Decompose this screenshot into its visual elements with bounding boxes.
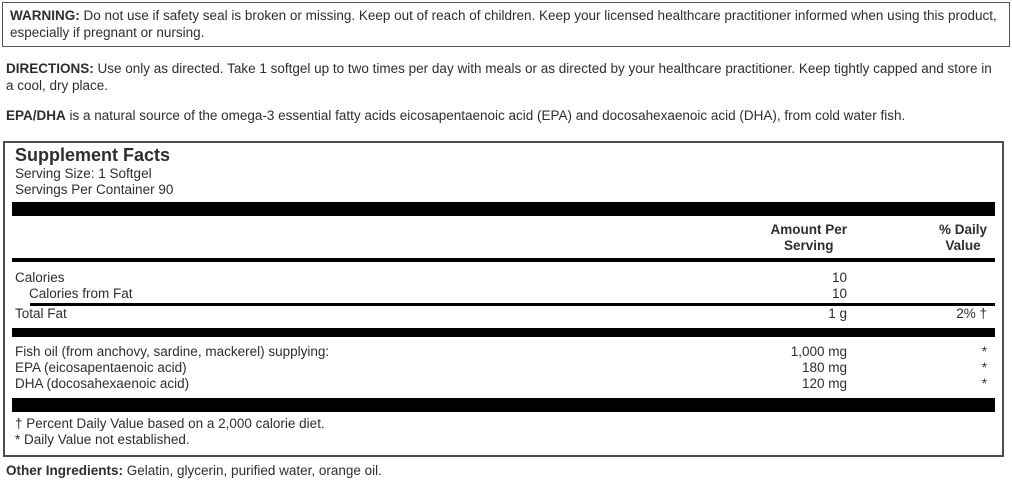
row-name: Fish oil (from anchovy, sardine, mackere… — [15, 344, 330, 359]
footnote-asterisk: * Daily Value not established. — [15, 432, 190, 447]
row-daily-value: * — [981, 360, 987, 375]
table-row-calories-from-fat: Calories from Fat 10 — [15, 286, 987, 302]
row-daily-value: 2% † — [956, 306, 987, 321]
other-ingredients: Other Ingredients: Gelatin, glycerin, pu… — [6, 462, 1002, 479]
column-header-amount: Amount Per Serving — [770, 222, 847, 253]
other-ingredients-text: Gelatin, glycerin, purified water, orang… — [123, 463, 382, 478]
row-name: Calories from Fat — [29, 286, 133, 301]
divider-bar-bottom — [12, 398, 995, 412]
warning-text: Do not use if safety seal is broken or m… — [10, 8, 997, 40]
divider-rule-indented — [30, 303, 995, 306]
footnote-dagger: † Percent Daily Value based on a 2,000 c… — [15, 416, 325, 431]
supplement-facts-title: Supplement Facts — [15, 145, 171, 165]
row-amount: 1,000 mg — [790, 344, 847, 359]
warning-label: WARNING: — [10, 8, 80, 23]
epa-dha-label: EPA/DHA — [6, 108, 66, 123]
warning-box: WARNING: Do not use if safety seal is br… — [2, 2, 1010, 47]
divider-bar-top — [12, 202, 995, 216]
footnotes: † Percent Daily Value based on a 2,000 c… — [5, 412, 1002, 455]
directions-label: DIRECTIONS: — [6, 61, 94, 76]
row-amount: 10 — [831, 270, 847, 285]
servings-per-container: Servings Per Container 90 — [15, 182, 174, 197]
row-daily-value: * — [981, 344, 987, 359]
table-row-calories: Calories 10 — [15, 270, 987, 286]
divider-rule-under-headers — [12, 258, 995, 262]
table-row-total-fat: Total Fat 1 g 2% † — [15, 306, 987, 322]
row-name: Calories — [15, 270, 65, 285]
calories-section: Calories 10 Calories from Fat 10 — [5, 262, 1002, 302]
table-row-dha: DHA (docosahexaenoic acid) 120 mg * — [15, 376, 987, 392]
supplement-facts-header: Supplement Facts Serving Size: 1 Softgel… — [5, 143, 1002, 198]
other-ingredients-label: Other Ingredients: — [6, 463, 124, 478]
table-row-fish-oil: Fish oil (from anchovy, sardine, mackere… — [15, 344, 987, 360]
serving-size: Serving Size: 1 Softgel — [15, 166, 152, 181]
row-name: EPA (eicosapentaenoic acid) — [15, 360, 187, 375]
column-header-daily-value: % Daily Value — [938, 222, 987, 253]
row-amount: 120 mg — [801, 376, 847, 391]
row-amount: 180 mg — [801, 360, 847, 375]
epa-dha-text: is a natural source of the omega-3 essen… — [65, 108, 906, 123]
column-headers-row: Amount Per Serving % Daily Value — [5, 216, 1002, 254]
fish-oil-section: Fish oil (from anchovy, sardine, mackere… — [5, 337, 1002, 392]
directions-paragraph: DIRECTIONS: Use only as directed. Take 1… — [6, 60, 1002, 94]
row-amount: 1 g — [828, 306, 847, 321]
epa-dha-paragraph: EPA/DHA is a natural source of the omega… — [6, 107, 1002, 124]
directions-text: Use only as directed. Take 1 softgel up … — [6, 61, 992, 93]
divider-bar-middle — [12, 328, 995, 337]
row-amount: 10 — [831, 286, 847, 301]
row-name: DHA (docosahexaenoic acid) — [15, 376, 190, 391]
total-fat-section: Total Fat 1 g 2% † — [5, 306, 1002, 322]
supplement-facts-panel: Supplement Facts Serving Size: 1 Softgel… — [3, 141, 1004, 457]
row-name: Total Fat — [15, 306, 67, 321]
table-row-epa: EPA (eicosapentaenoic acid) 180 mg * — [15, 360, 987, 376]
row-daily-value: * — [981, 376, 987, 391]
